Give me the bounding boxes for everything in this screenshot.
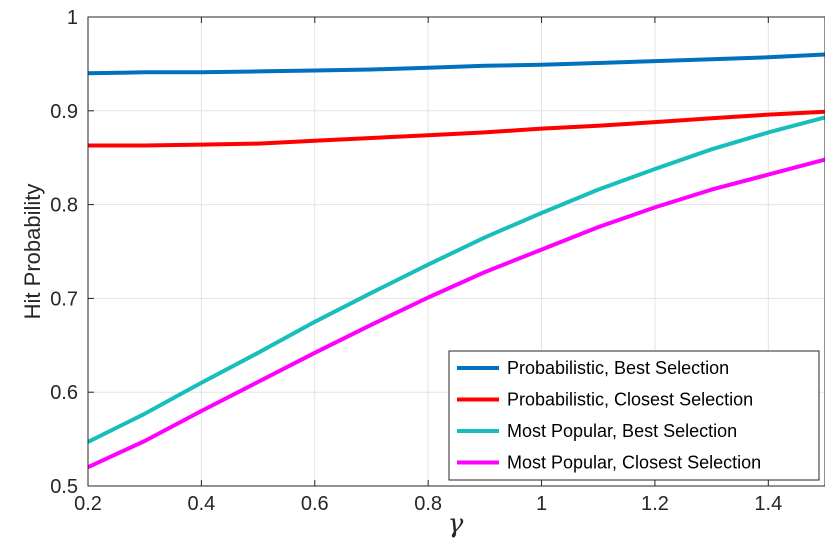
series-line bbox=[87, 157, 825, 470]
x-tick-label: 1 bbox=[536, 493, 547, 515]
y-tick-label: 0.8 bbox=[50, 195, 78, 217]
x-axis-label: γ bbox=[448, 509, 464, 539]
y-axis-label: Hit Probability bbox=[20, 184, 45, 320]
series-line bbox=[87, 115, 825, 444]
y-tick-label: 1 bbox=[67, 7, 78, 29]
y-tick-label: 0.5 bbox=[50, 476, 78, 498]
x-tick-label: 1.4 bbox=[754, 493, 782, 515]
legend: Probabilistic, Best Selection Probabilist… bbox=[448, 350, 820, 481]
y-tick-label: 0.6 bbox=[50, 382, 78, 404]
series-line bbox=[88, 109, 825, 148]
x-tick-label: 0.6 bbox=[301, 493, 329, 515]
legend-label: Probabilistic, Best Selection bbox=[507, 358, 729, 378]
legend-box bbox=[448, 350, 820, 481]
x-tick-label: 0.4 bbox=[187, 493, 215, 515]
x-tick-label: 1.2 bbox=[641, 493, 669, 515]
x-tick-label: 0.2 bbox=[74, 493, 102, 515]
legend-label: Most Popular, Best Selection bbox=[507, 421, 737, 441]
plot-frame bbox=[87, 16, 825, 487]
y-axis-ticks: 0.5 0.6 0.7 0.8 0.9 1 bbox=[50, 7, 94, 498]
series-line bbox=[87, 52, 825, 76]
y-tick-label: 0.7 bbox=[50, 288, 78, 310]
y-tick-label: 0.9 bbox=[50, 101, 78, 123]
x-axis-ticks: 0.2 0.4 0.6 0.8 1 1.2 1.4 bbox=[74, 17, 782, 515]
x-tick-label: 0.8 bbox=[414, 493, 442, 515]
legend-label: Most Popular, Closest Selection bbox=[507, 453, 761, 473]
series-lines bbox=[87, 52, 825, 470]
legend-label: Probabilistic, Closest Selection bbox=[507, 390, 753, 410]
